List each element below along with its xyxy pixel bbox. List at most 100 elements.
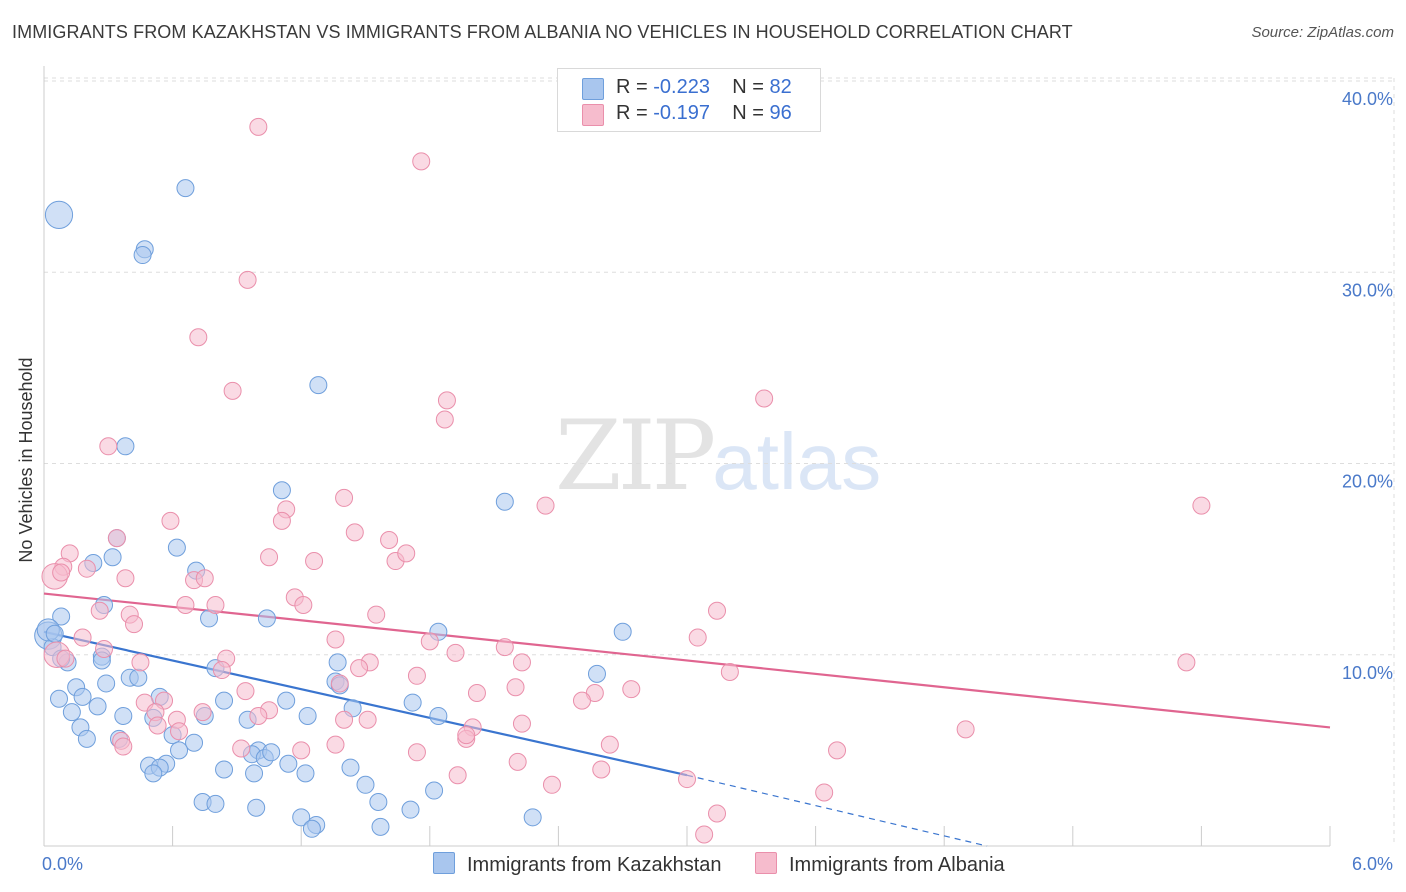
- point-albania: [170, 722, 189, 741]
- point-albania: [448, 766, 467, 785]
- trendline-albania: [43, 592, 1331, 729]
- bottom-legend-kazakhstan-label: Immigrants from Kazakhstan: [467, 854, 722, 876]
- point-albania: [176, 596, 195, 615]
- point-kazakhstan: [247, 798, 266, 817]
- legend-r-value: -0.197: [653, 102, 710, 124]
- y-tick-label: 40.0%: [1342, 89, 1393, 109]
- point-albania: [435, 410, 454, 429]
- point-albania: [508, 752, 527, 771]
- legend-r-label: R =: [616, 76, 654, 98]
- point-kazakhstan: [103, 548, 122, 567]
- watermark-zip: ZIP: [555, 400, 716, 512]
- point-albania: [828, 741, 847, 760]
- point-albania: [206, 596, 225, 615]
- trendline-kazakhstan-extension: [686, 774, 988, 847]
- legend: R = -0.223 N = 82 R = -0.197 N = 96: [557, 68, 821, 132]
- legend-n-label: N =: [732, 102, 770, 124]
- bottom-legend-kazakhstan: Immigrants from Kazakhstan: [433, 852, 722, 877]
- legend-n-label: N =: [732, 76, 770, 98]
- point-albania: [536, 496, 555, 515]
- point-albania: [358, 710, 377, 729]
- point-albania: [755, 389, 774, 408]
- point-kazakhstan: [302, 819, 321, 838]
- point-albania: [330, 674, 349, 693]
- point-albania: [495, 638, 514, 657]
- point-kazakhstan: [88, 697, 107, 716]
- legend-n-value: 96: [769, 102, 792, 124]
- x-tick-label: 6.0%: [1352, 854, 1393, 874]
- point-albania: [212, 661, 231, 680]
- point-albania: [412, 152, 431, 171]
- point-kazakhstan: [328, 653, 347, 672]
- point-albania: [148, 716, 167, 735]
- point-kazakhstan: [77, 729, 96, 748]
- point-kazakhstan: [401, 800, 420, 819]
- point-kazakhstan: [296, 764, 315, 783]
- point-kazakhstan: [356, 775, 375, 794]
- y-tick-label: 20.0%: [1342, 472, 1393, 492]
- point-albania: [407, 666, 426, 685]
- point-albania: [407, 743, 426, 762]
- chart-title: IMMIGRANTS FROM KAZAKHSTAN VS IMMIGRANTS…: [12, 22, 1073, 42]
- point-kazakhstan: [495, 492, 514, 511]
- point-kazakhstan: [309, 376, 328, 395]
- point-albania: [397, 544, 416, 563]
- point-albania: [195, 569, 214, 588]
- point-kazakhstan: [129, 668, 148, 687]
- trend-lines: [43, 592, 1331, 847]
- point-albania: [720, 662, 739, 681]
- point-kazakhstan: [403, 693, 422, 712]
- point-albania: [260, 548, 279, 567]
- point-kazakhstan: [52, 607, 71, 626]
- point-kazakhstan: [116, 437, 135, 456]
- point-albania: [815, 783, 834, 802]
- point-albania: [95, 640, 114, 659]
- point-albania: [380, 531, 399, 549]
- point-albania: [345, 523, 364, 542]
- point-albania: [335, 710, 354, 729]
- point-kazakhstan: [185, 733, 204, 752]
- point-kazakhstan: [97, 674, 116, 693]
- point-albania: [107, 529, 126, 548]
- point-albania: [236, 682, 255, 701]
- point-albania: [56, 649, 75, 668]
- point-albania: [542, 775, 561, 794]
- point-kazakhstan: [62, 703, 81, 722]
- point-albania: [457, 726, 476, 745]
- point-albania: [708, 601, 727, 620]
- legend-n-value: 82: [769, 76, 792, 98]
- point-albania: [223, 381, 242, 400]
- point-kazakhstan: [523, 808, 542, 827]
- point-albania: [292, 741, 311, 760]
- point-kazakhstan: [262, 743, 281, 762]
- point-albania: [956, 720, 975, 739]
- source-credit: Source: ZipAtlas.com: [1251, 24, 1394, 41]
- point-albania: [437, 391, 456, 410]
- point-albania: [506, 678, 525, 697]
- point-albania: [678, 770, 696, 789]
- point-albania: [622, 680, 641, 699]
- point-kazakhstan: [272, 481, 291, 500]
- point-kazakhstan: [167, 538, 186, 557]
- y-tick-label: 10.0%: [1342, 663, 1393, 683]
- albania-swatch: [582, 104, 604, 126]
- point-kazakhstan: [114, 706, 133, 725]
- point-kazakhstan: [369, 793, 388, 812]
- point-albania: [446, 643, 465, 662]
- point-albania: [326, 735, 345, 754]
- point-kazakhstan: [170, 741, 189, 760]
- x-tick-label: 0.0%: [42, 854, 83, 874]
- point-albania: [695, 825, 714, 844]
- point-albania: [161, 511, 180, 530]
- point-kazakhstan: [215, 760, 234, 779]
- point-albania: [77, 559, 96, 578]
- point-albania: [1192, 496, 1211, 515]
- point-albania: [572, 691, 591, 710]
- point-kazakhstan: [425, 781, 444, 800]
- point-albania: [367, 605, 386, 624]
- kazakhstan-swatch: [433, 852, 455, 874]
- point-kazakhstan: [279, 754, 298, 773]
- point-albania: [1177, 653, 1196, 672]
- point-albania: [249, 706, 268, 725]
